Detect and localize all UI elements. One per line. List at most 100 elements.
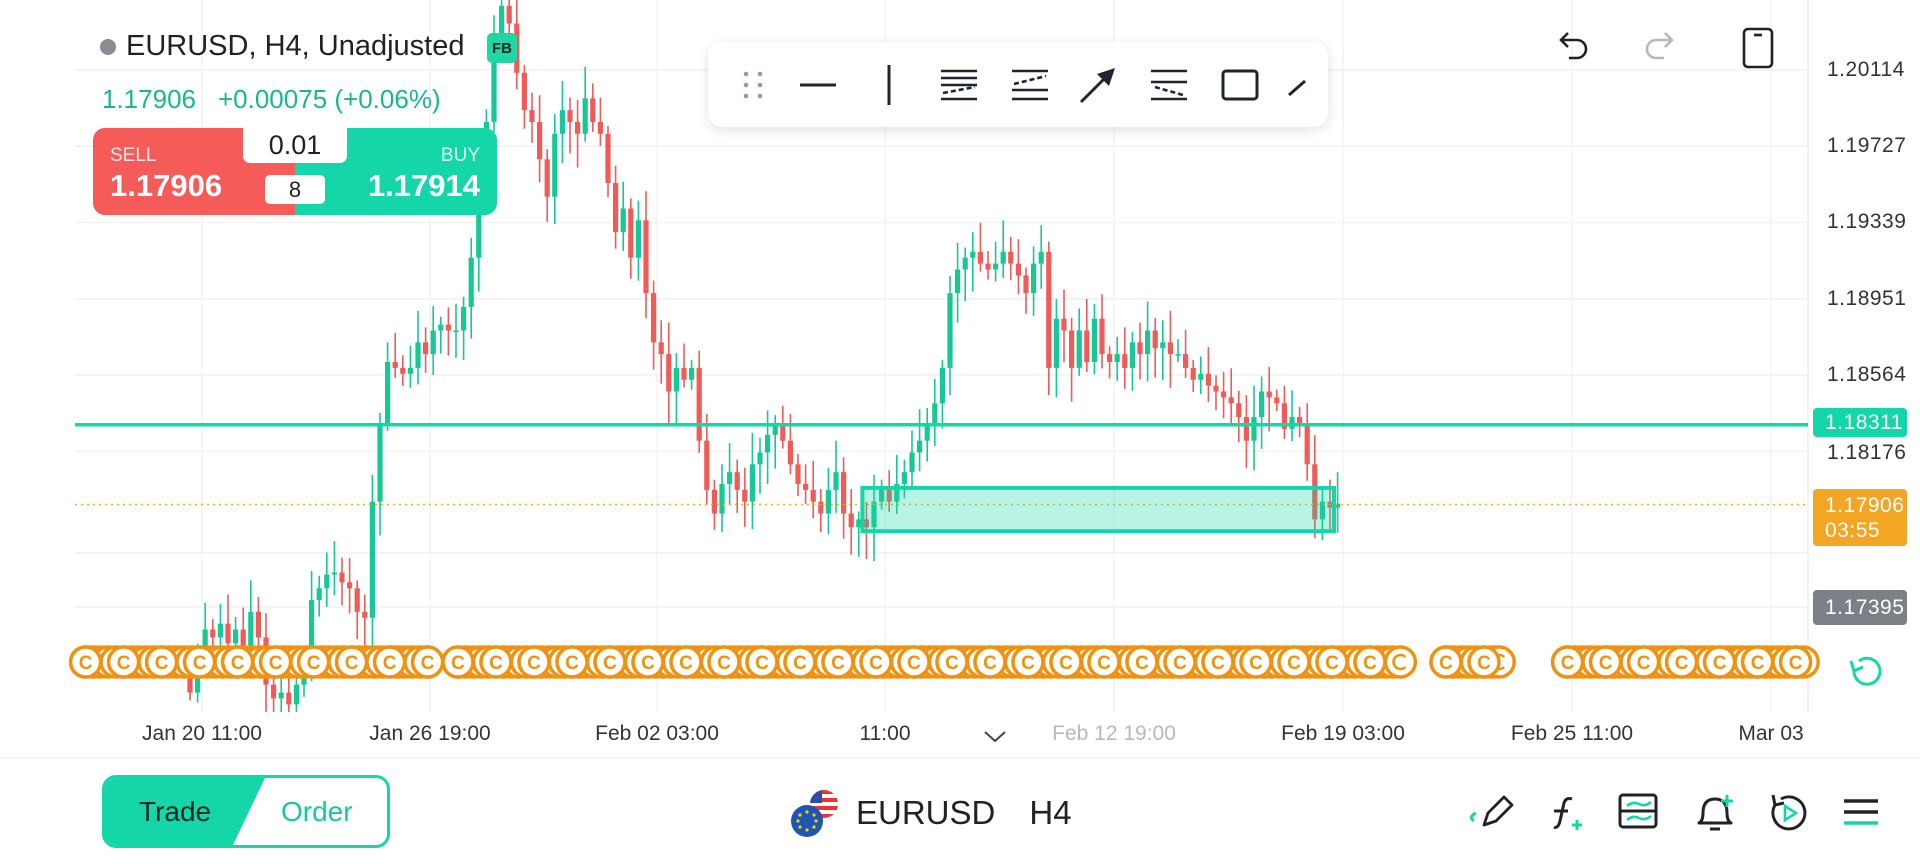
candle bbox=[407, 345, 413, 389]
event-marker-label: C bbox=[945, 653, 959, 674]
event-marker-label: C bbox=[831, 653, 845, 674]
candle bbox=[879, 479, 885, 510]
event-marker-circle bbox=[1778, 645, 1813, 679]
drawing-tools-icon[interactable] bbox=[1466, 791, 1516, 833]
event-marker-labeled: C bbox=[517, 645, 551, 679]
candle-body bbox=[1008, 251, 1014, 264]
fullscreen-rotate-icon[interactable] bbox=[1738, 26, 1778, 70]
lot-size-input[interactable]: 0.01 bbox=[243, 128, 347, 163]
timeframe-selector[interactable]: H4 bbox=[1029, 794, 1072, 831]
candle-body bbox=[939, 367, 945, 404]
current-price: 1.17906 bbox=[1825, 494, 1905, 517]
arrow-tool[interactable] bbox=[1077, 64, 1119, 106]
candle bbox=[818, 489, 824, 533]
event-marker-label: C bbox=[869, 653, 883, 674]
time-axis[interactable] bbox=[0, 712, 1808, 757]
event-marker-label: C bbox=[641, 653, 655, 674]
candle-body bbox=[1259, 391, 1265, 418]
event-marker-circle bbox=[1550, 645, 1585, 679]
candle-body bbox=[354, 588, 360, 612]
replay-icon[interactable] bbox=[1767, 791, 1809, 833]
candle-body bbox=[780, 422, 786, 441]
tab-order[interactable]: Order bbox=[281, 796, 353, 827]
candle bbox=[1251, 385, 1257, 471]
low-price-badge: 1.17395 bbox=[1813, 590, 1907, 625]
collapse-panel-button[interactable] bbox=[940, 716, 1050, 756]
horizontal-line-tool[interactable] bbox=[797, 64, 839, 106]
candle-body bbox=[772, 422, 778, 435]
candle bbox=[848, 489, 854, 555]
candle-body bbox=[1183, 354, 1189, 368]
candle-body bbox=[339, 572, 345, 583]
time-axis-label: 11:00 bbox=[859, 722, 911, 745]
candle bbox=[977, 222, 983, 272]
event-marker-circle bbox=[1626, 645, 1661, 679]
candle-body bbox=[1228, 397, 1234, 404]
candle-body bbox=[347, 582, 353, 589]
candle bbox=[392, 332, 398, 378]
symbol-title: EURUSD, H4, Unadjusted bbox=[126, 30, 465, 62]
regression-channel-tool[interactable] bbox=[1009, 64, 1051, 106]
event-marker-label: C bbox=[1173, 653, 1187, 674]
event-marker-circle bbox=[1353, 645, 1387, 679]
candle bbox=[833, 440, 839, 513]
fib-retracement-icon bbox=[1151, 69, 1187, 101]
horizontal-line-price-badge[interactable]: 1.18311 bbox=[1813, 408, 1907, 437]
vertical-line-tool[interactable] bbox=[868, 64, 910, 106]
candle bbox=[324, 552, 330, 607]
candle-body bbox=[1129, 342, 1135, 368]
parallel-channel-tool[interactable] bbox=[938, 64, 980, 106]
candle-body bbox=[689, 367, 695, 380]
indicators-icon[interactable] bbox=[1544, 791, 1586, 833]
event-marker-glyph bbox=[1392, 653, 1407, 671]
chart-template-icon[interactable] bbox=[1617, 791, 1659, 833]
menu-icon[interactable] bbox=[1840, 791, 1882, 833]
candle-body bbox=[909, 452, 915, 473]
trend-line-tool[interactable] bbox=[1283, 64, 1313, 106]
reset-chart-icon[interactable] bbox=[1846, 649, 1888, 691]
candle-body bbox=[970, 251, 976, 258]
fb-badge[interactable]: FB bbox=[487, 33, 517, 63]
candle bbox=[316, 575, 322, 617]
candle-body bbox=[369, 501, 375, 618]
redo-icon[interactable] bbox=[1642, 28, 1682, 68]
candle bbox=[537, 95, 543, 183]
candle-body bbox=[833, 472, 839, 490]
candle bbox=[909, 430, 915, 489]
candle-body bbox=[407, 367, 413, 374]
symbol-selector[interactable]: EURUSD H4 bbox=[788, 786, 1072, 840]
event-marker-label: C bbox=[269, 653, 283, 674]
candle bbox=[856, 511, 862, 557]
event-marker-circle bbox=[707, 645, 741, 679]
tab-trade[interactable] bbox=[105, 778, 265, 845]
rectangle-tool[interactable] bbox=[1219, 64, 1261, 106]
candle-body bbox=[1084, 330, 1090, 362]
candle-body bbox=[597, 121, 603, 134]
candle-body bbox=[1023, 275, 1029, 294]
candle-body bbox=[377, 422, 383, 502]
event-marker-labeled: C bbox=[1467, 645, 1501, 679]
add-alert-icon[interactable] bbox=[1693, 791, 1735, 833]
event-marker-labeled: C bbox=[1125, 645, 1159, 679]
event-marker-circle bbox=[441, 645, 475, 679]
drag-handle-icon[interactable] bbox=[732, 64, 774, 106]
candle-body bbox=[1031, 263, 1037, 294]
candle bbox=[780, 405, 786, 449]
candle bbox=[1061, 289, 1067, 363]
candle-body bbox=[681, 367, 687, 380]
candle bbox=[620, 181, 626, 251]
fib-retracement-tool[interactable] bbox=[1148, 64, 1190, 106]
candle-body bbox=[871, 501, 877, 528]
event-marker-circle bbox=[220, 645, 255, 679]
candle bbox=[787, 413, 793, 475]
candle-body bbox=[1046, 251, 1052, 368]
candle bbox=[894, 454, 900, 514]
candle-body bbox=[894, 483, 900, 502]
tab-trade-label[interactable]: Trade bbox=[139, 796, 212, 827]
undo-icon[interactable] bbox=[1551, 28, 1591, 68]
event-marker-label: C bbox=[1751, 653, 1765, 674]
candle bbox=[567, 97, 573, 154]
candle bbox=[575, 99, 581, 168]
candle-body bbox=[225, 623, 231, 644]
